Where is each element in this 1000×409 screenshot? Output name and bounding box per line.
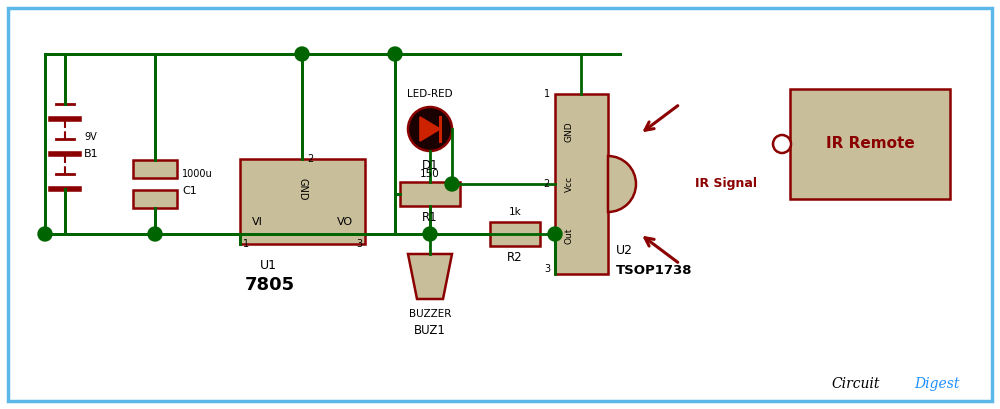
Text: B1: B1 (84, 149, 99, 159)
Text: Vcc: Vcc (564, 176, 574, 192)
Text: IR Signal: IR Signal (695, 178, 757, 191)
Polygon shape (408, 254, 452, 299)
Polygon shape (420, 117, 440, 141)
Circle shape (445, 177, 459, 191)
Text: 3: 3 (356, 239, 362, 249)
FancyBboxPatch shape (240, 159, 365, 244)
Text: LED-RED: LED-RED (407, 89, 453, 99)
Text: BUZZER: BUZZER (409, 309, 451, 319)
Text: VO: VO (337, 217, 353, 227)
Text: R1: R1 (422, 211, 438, 224)
FancyBboxPatch shape (133, 160, 177, 178)
Circle shape (295, 47, 309, 61)
Text: 150: 150 (420, 169, 440, 179)
Text: 1: 1 (544, 89, 550, 99)
FancyBboxPatch shape (555, 94, 608, 274)
Text: D1: D1 (422, 159, 438, 172)
FancyBboxPatch shape (790, 89, 950, 199)
FancyBboxPatch shape (400, 182, 460, 206)
Text: C1: C1 (182, 186, 197, 196)
Text: 9V: 9V (84, 132, 97, 142)
Wedge shape (608, 156, 636, 212)
Circle shape (548, 227, 562, 241)
Circle shape (408, 107, 452, 151)
Text: 1: 1 (243, 239, 249, 249)
Text: 7805: 7805 (245, 276, 295, 294)
Text: Out: Out (564, 228, 574, 244)
Text: 2: 2 (544, 179, 550, 189)
Circle shape (148, 227, 162, 241)
Text: GND: GND (564, 122, 574, 142)
Text: BUZ1: BUZ1 (414, 324, 446, 337)
Text: 1000u: 1000u (182, 169, 213, 179)
Text: 3: 3 (544, 264, 550, 274)
Text: VI: VI (252, 217, 263, 227)
Text: Circuit: Circuit (832, 377, 880, 391)
Text: Digest: Digest (914, 377, 960, 391)
FancyBboxPatch shape (133, 190, 177, 208)
Circle shape (773, 135, 791, 153)
Text: 1k: 1k (509, 207, 521, 217)
Text: U2: U2 (616, 244, 633, 257)
Text: 2: 2 (307, 154, 313, 164)
Text: U1: U1 (260, 259, 277, 272)
FancyBboxPatch shape (8, 8, 992, 401)
Text: R2: R2 (507, 251, 523, 264)
Circle shape (38, 227, 52, 241)
Text: IR Remote: IR Remote (826, 137, 914, 151)
FancyBboxPatch shape (490, 222, 540, 246)
Text: GND: GND (297, 178, 307, 200)
Text: TSOP1738: TSOP1738 (616, 264, 692, 277)
Circle shape (388, 47, 402, 61)
Circle shape (423, 227, 437, 241)
